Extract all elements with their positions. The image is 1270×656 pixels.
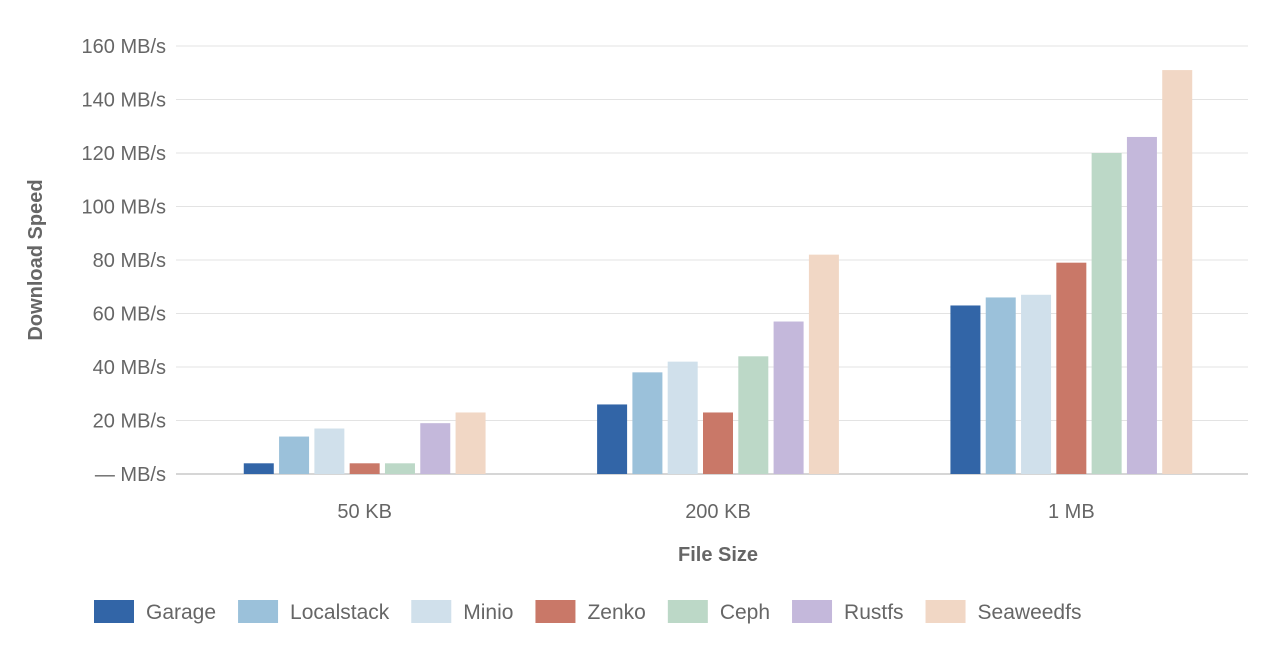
legend-label: Seaweedfs <box>978 601 1082 624</box>
bar-localstack-1mb <box>985 297 1016 474</box>
bar-rustfs-1mb <box>1126 136 1157 474</box>
bar-rustfs-200kb <box>773 321 804 474</box>
y-tick-label: 20 MB/s <box>93 411 166 433</box>
x-tick-label: 200 KB <box>685 501 751 523</box>
bar-rustfs-50kb <box>420 423 451 474</box>
legend: Garage Localstack Minio Zenko Ceph Rustfs Seaw… <box>94 600 1081 624</box>
legend-label: Minio <box>463 601 513 624</box>
legend-item-ceph[interactable]: Ceph <box>667 600 770 624</box>
bar-zenko-1mb <box>1056 262 1087 474</box>
y-tick-label: 40 MB/s <box>93 357 166 379</box>
bar-localstack-50kb <box>279 436 310 474</box>
bar-localstack-200kb <box>632 372 663 474</box>
legend-swatch <box>535 600 576 623</box>
legend-item-rustfs[interactable]: Rustfs <box>792 600 904 624</box>
legend-item-garage[interactable]: Garage <box>94 600 216 624</box>
y-tick-label: 160 MB/s <box>82 36 166 58</box>
y-axis-tick-labels: — MB/s 20 MB/s 40 MB/s 60 MB/s 80 MB/s 100 MB… <box>82 36 166 486</box>
legend-label: Localstack <box>290 601 390 624</box>
legend-swatch <box>667 600 708 623</box>
legend-item-seaweedfs[interactable]: Seaweedfs <box>925 600 1082 624</box>
gridlines <box>176 45 1248 475</box>
bar-garage-50kb <box>243 463 274 474</box>
bar-ceph-50kb <box>384 463 415 474</box>
legend-swatch <box>925 600 966 623</box>
bar-garage-200kb <box>597 404 628 474</box>
bar-garage-1mb <box>950 305 981 474</box>
legend-label: Rustfs <box>844 601 904 624</box>
y-tick-label: 140 MB/s <box>82 90 166 112</box>
bar-seaweedfs-50kb <box>455 412 486 474</box>
legend-label: Garage <box>146 601 216 624</box>
bar-seaweedfs-1mb <box>1162 70 1193 474</box>
legend-item-zenko[interactable]: Zenko <box>535 600 646 624</box>
y-tick-label: 80 MB/s <box>93 250 166 272</box>
legend-swatch <box>411 600 452 623</box>
legend-label: Zenko <box>587 601 645 624</box>
bar-seaweedfs-200kb <box>808 254 839 474</box>
legend-swatch <box>238 600 279 623</box>
bar-minio-200kb <box>667 361 698 474</box>
bar-ceph-1mb <box>1091 153 1122 474</box>
y-tick-label: — MB/s <box>95 464 166 486</box>
x-axis-title: File Size <box>678 544 758 566</box>
bar-minio-1mb <box>1021 294 1052 474</box>
bar-zenko-200kb <box>703 412 733 474</box>
legend-item-minio[interactable]: Minio <box>411 600 513 624</box>
bars <box>243 70 1193 474</box>
x-tick-label: 50 KB <box>337 501 391 523</box>
x-tick-label: 1 MB <box>1048 501 1095 523</box>
legend-swatch <box>792 600 833 623</box>
legend-swatch <box>94 600 134 623</box>
bar-zenko-50kb <box>349 463 380 474</box>
y-axis-title: Download Speed <box>25 179 47 340</box>
x-axis-tick-labels: 50 KB 200 KB 1 MB <box>337 501 1094 523</box>
bar-minio-50kb <box>314 428 345 474</box>
bar-ceph-200kb <box>738 356 769 474</box>
y-tick-label: 60 MB/s <box>93 304 166 326</box>
legend-item-localstack[interactable]: Localstack <box>238 600 390 624</box>
y-tick-label: 120 MB/s <box>82 143 166 165</box>
legend-label: Ceph <box>720 601 770 624</box>
y-tick-label: 100 MB/s <box>82 197 166 219</box>
